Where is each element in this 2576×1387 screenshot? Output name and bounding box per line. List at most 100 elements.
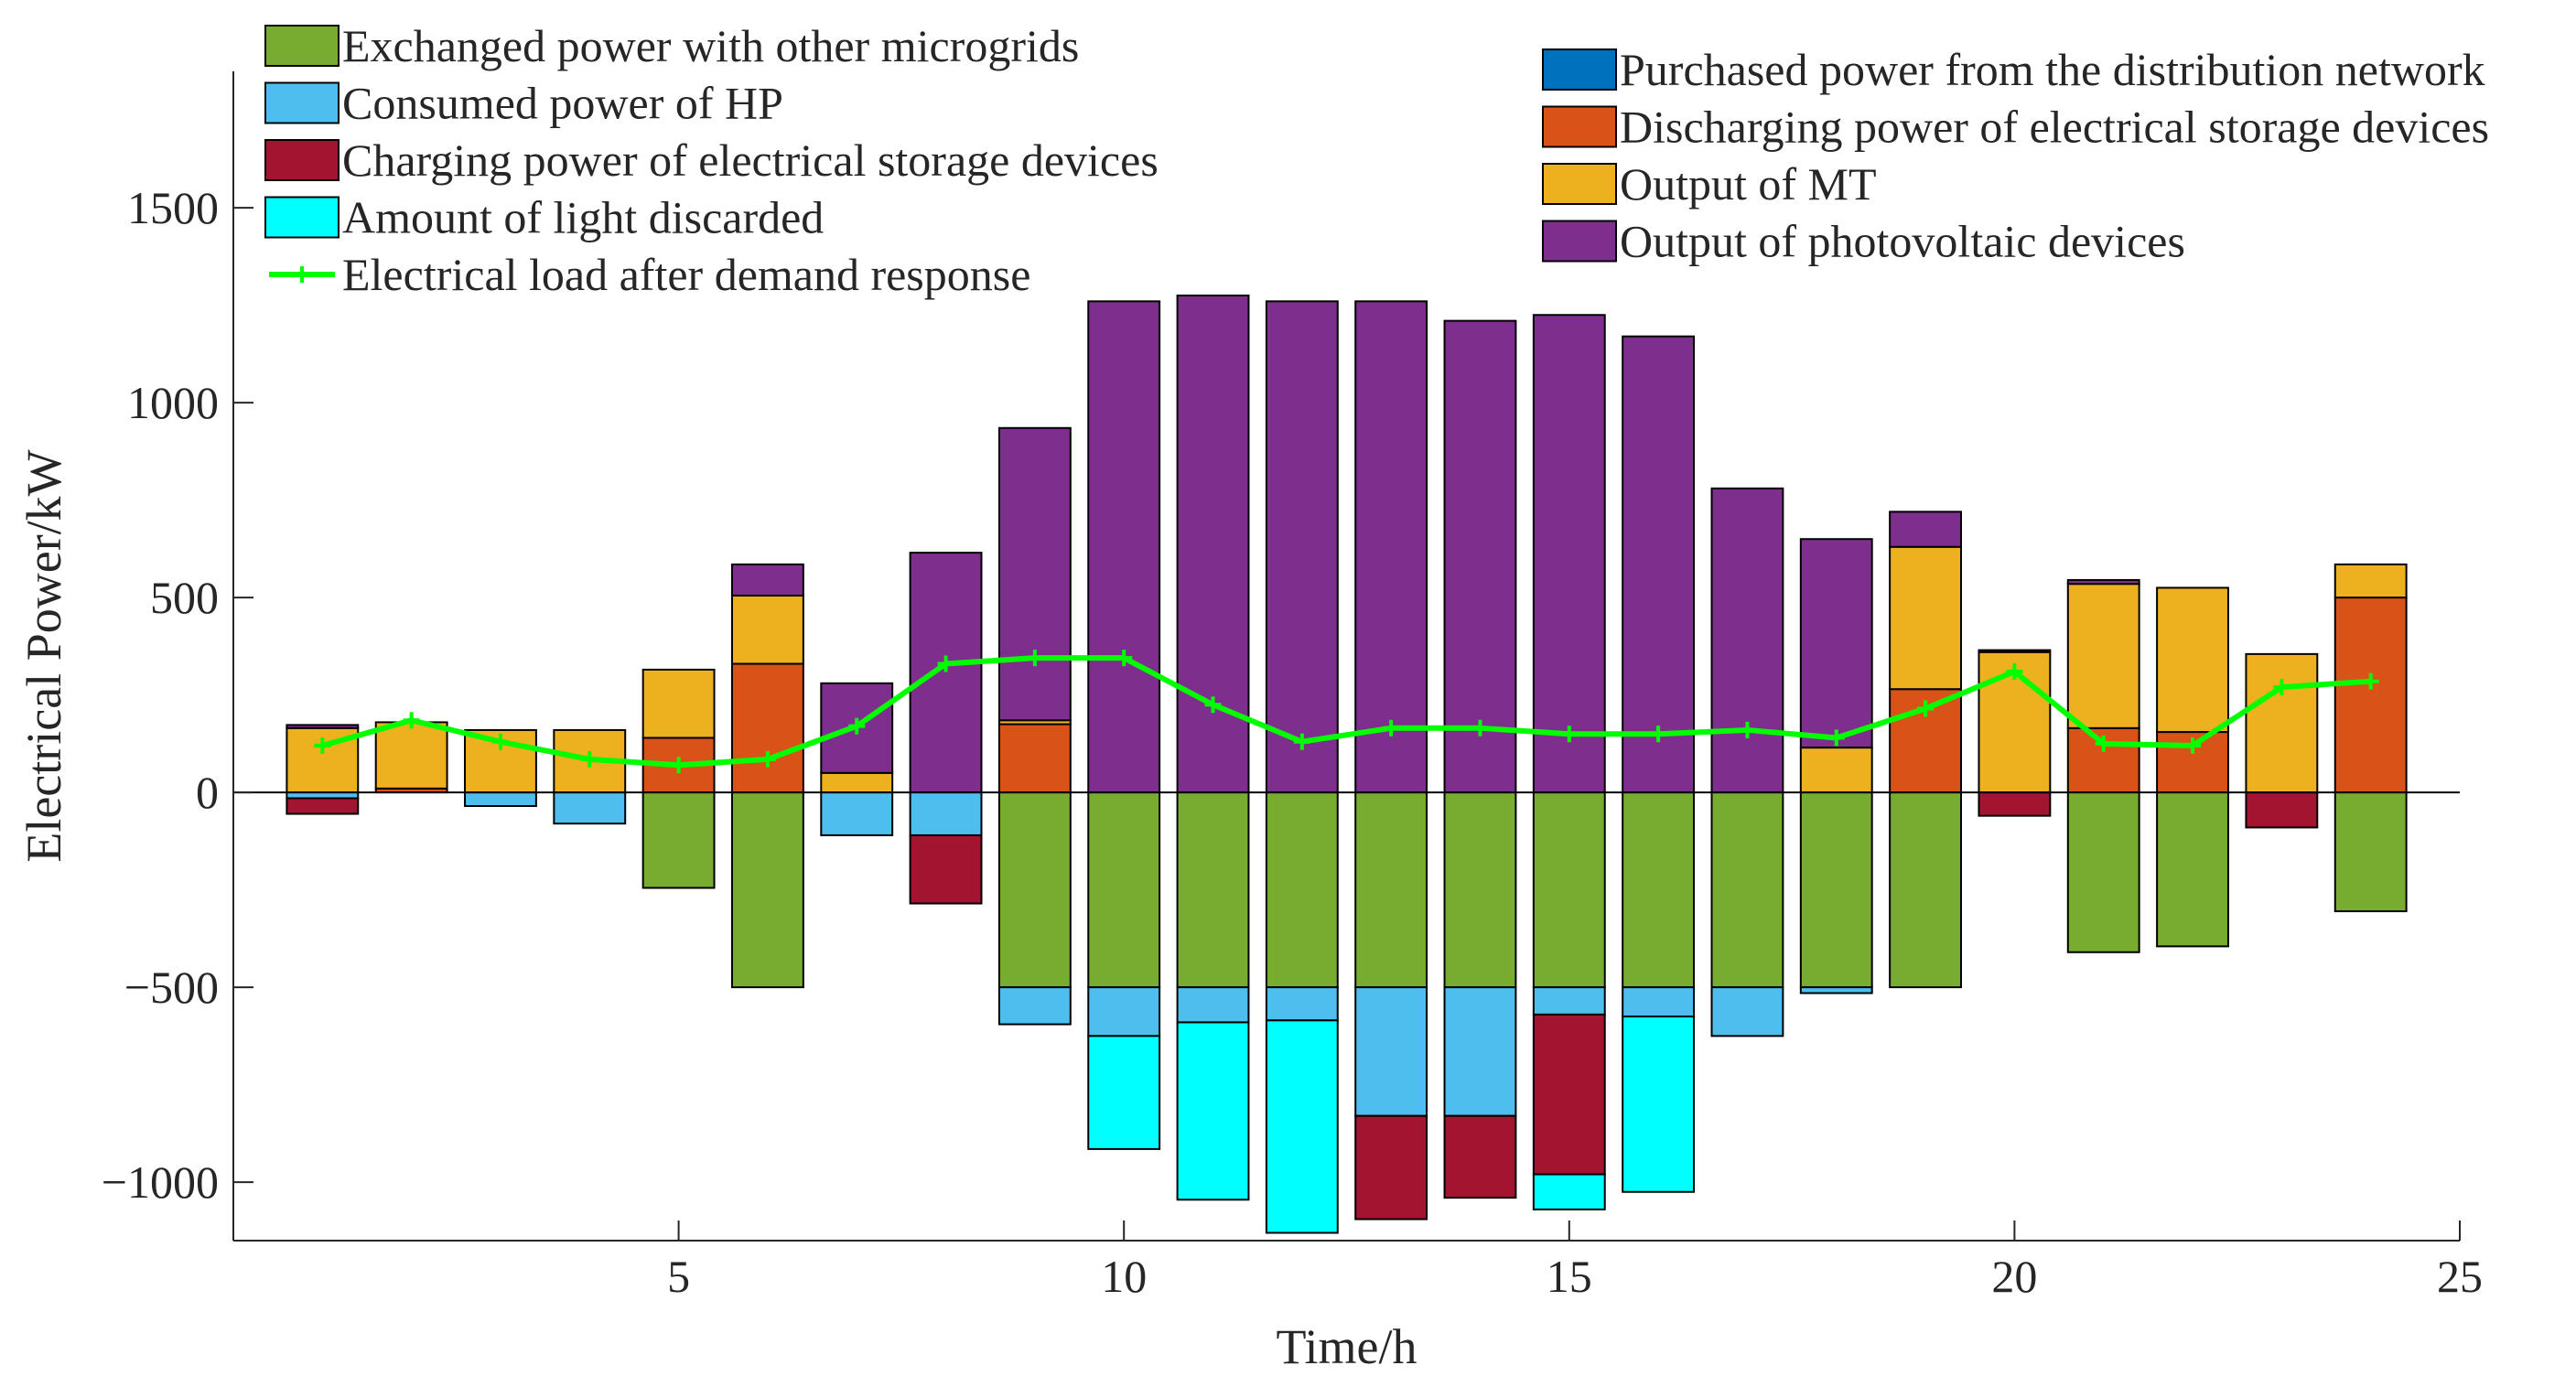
legend-item-discharging-power-of-electrical-storage-devices: Discharging power of electrical storage … [1542,102,2489,153]
electrical-load-point-h24 [2362,672,2379,690]
y-tick-label-2: 0 [196,767,219,818]
bar-output-of-photovoltaic-devices-h7 [820,682,894,774]
legend-item-output-of-mt: Output of MT [1542,158,1877,210]
bar-consumed-power-of-hp-h4 [553,791,627,825]
bar-amount-of-light-discarded-h16 [1622,1016,1696,1193]
legend-item-amount-of-light-discarded: Amount of light discarded [264,192,824,243]
electrical-load-point-h4 [581,750,598,768]
bar-consumed-power-of-hp-h16 [1622,986,1696,1018]
y-tick-label-1: −500 [124,962,219,1013]
electrical-load-point-h7 [848,717,866,735]
x-tick-label-5: 5 [667,1251,690,1302]
electrical-load-point-h21 [2095,735,2112,752]
legend-swatch [1542,105,1617,148]
electrical-load-point-h14 [1471,719,1489,737]
electrical-load-point-h9 [1026,650,1043,667]
legend-swatch [264,25,340,67]
bar-output-of-photovoltaic-devices-h18 [1799,538,1873,749]
bar-output-of-photovoltaic-devices-h13 [1354,300,1428,794]
bar-output-of-mt-h6 [730,594,804,665]
x-tick-label-10: 10 [1101,1251,1147,1302]
bar-exchanged-power-with-other-microgrids-h24 [2333,791,2408,913]
electrical-load-point-h22 [2184,737,2202,754]
bar-discharging-power-of-electrical-storage-devices-h6 [730,662,804,794]
legend-label: Amount of light discarded [342,192,824,243]
electrical-load-point-h11 [1204,696,1222,714]
legend-item-consumed-power-of-hp: Consumed power of HP [264,78,783,129]
bar-exchanged-power-with-other-microgrids-h22 [2156,791,2229,948]
bar-consumed-power-of-hp-h18 [1799,986,1873,995]
bars-layer [286,294,2408,1234]
bar-output-of-photovoltaic-devices-h10 [1087,300,1161,794]
legend-item-output-of-photovoltaic-devices: Output of photovoltaic devices [1542,216,2185,267]
bar-consumed-power-of-hp-h8 [909,791,983,836]
bar-amount-of-light-discarded-h15 [1532,1173,1606,1210]
bar-output-of-photovoltaic-devices-h19 [1889,511,1963,548]
bar-discharging-power-of-electrical-storage-devices-h9 [997,723,1072,794]
bar-exchanged-power-with-other-microgrids-h21 [2066,791,2140,953]
bar-output-of-mt-h23 [2245,652,2319,794]
bar-output-of-mt-h22 [2156,586,2229,734]
bar-output-of-photovoltaic-devices-h1 [286,724,360,729]
legend-label: Output of MT [1620,158,1877,210]
legend-swatch [1542,163,1617,205]
electrical-load-point-h17 [1739,721,1756,738]
electrical-load-point-h20 [2006,663,2023,681]
y-tick-label-3: 500 [150,572,219,623]
electrical-load-point-h1 [314,737,331,754]
bar-exchanged-power-with-other-microgrids-h6 [730,791,804,989]
y-axis-label: Electrical Power/kW [16,449,71,862]
bar-exchanged-power-with-other-microgrids-h10 [1087,791,1161,989]
legend-label: Output of photovoltaic devices [1620,216,2185,267]
legend-swatch [264,81,340,124]
electrical-load-line [321,655,2371,769]
bar-exchanged-power-with-other-microgrids-h13 [1354,791,1428,989]
axes-layer: 5 10 15 20 25 −1000 −500 0 500 1000 1500 [102,71,2483,1302]
legend-label: Exchanged power with other microgrids [342,20,1079,71]
bar-output-of-photovoltaic-devices-h17 [1710,487,1784,794]
bar-consumed-power-of-hp-h11 [1176,986,1250,1024]
legend-item-electrical-load-after-demand-response: Electrical load after demand response [269,249,1030,300]
bar-exchanged-power-with-other-microgrids-h5 [641,791,716,889]
bar-exchanged-power-with-other-microgrids-h16 [1622,791,1696,989]
electrical-load-point-h2 [403,712,420,729]
bar-output-of-mt-h19 [1889,545,1963,691]
electrical-load-point-h8 [937,655,954,672]
y-tick-label-5: 1500 [127,182,219,233]
bar-consumed-power-of-hp-h9 [997,986,1072,1026]
bar-output-of-mt-h5 [641,668,716,739]
x-tick-label-25: 25 [2437,1251,2483,1302]
electrical-load-point-h12 [1293,733,1310,750]
bar-consumed-power-of-hp-h13 [1354,986,1428,1117]
bar-output-of-mt-h21 [2066,583,2140,729]
legend-item-purchased-power-from-the-distribution-network: Purchased power from the distribution ne… [1542,44,2485,95]
electrical-load-point-h3 [491,733,509,750]
legend-label: Charging power of electrical storage dev… [342,134,1159,186]
bar-exchanged-power-with-other-microgrids-h17 [1710,791,1784,989]
y-tick-label-0: −1000 [102,1156,219,1208]
electrical-load-point-h19 [1917,700,1935,717]
legend-swatch [264,196,340,239]
bar-output-of-photovoltaic-devices-h20 [1978,649,2052,653]
electrical-load-point-h10 [1116,650,1133,667]
load-line-layer [314,650,2379,774]
bar-amount-of-light-discarded-h11 [1176,1021,1250,1201]
bar-charging-power-of-electrical-storage-devices-h1 [286,797,360,815]
bar-output-of-mt-h7 [820,771,894,794]
bar-output-of-photovoltaic-devices-h21 [2066,578,2140,586]
bar-exchanged-power-with-other-microgrids-h9 [997,791,1072,989]
legend-label: Electrical load after demand response [342,249,1030,300]
legend: Exchanged power with other microgrids Con… [264,20,2489,300]
legend-swatch [264,139,340,181]
bar-exchanged-power-with-other-microgrids-h15 [1532,791,1606,989]
bar-exchanged-power-with-other-microgrids-h19 [1889,791,1963,989]
legend-label: Consumed power of HP [342,78,783,129]
bar-consumed-power-of-hp-h14 [1443,986,1517,1117]
bar-consumed-power-of-hp-h15 [1532,986,1606,1016]
bar-output-of-mt-h18 [1799,747,1873,794]
legend-swatch [1542,48,1617,91]
bar-exchanged-power-with-other-microgrids-h11 [1176,791,1250,989]
legend-label: Discharging power of electrical storage … [1620,102,2489,153]
bar-output-of-photovoltaic-devices-h9 [997,426,1072,722]
